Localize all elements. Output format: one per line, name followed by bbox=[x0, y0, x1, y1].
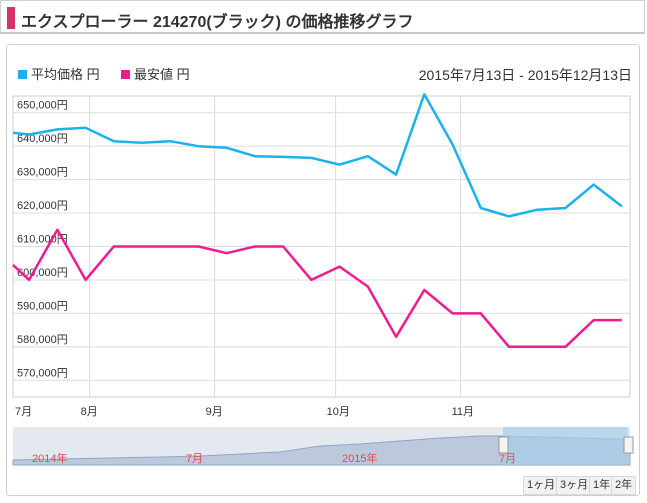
legend-min-swatch bbox=[121, 70, 130, 79]
zoom-2-year-button[interactable]: 2年 bbox=[611, 476, 637, 495]
y-tick-label: 610,000円 bbox=[17, 234, 68, 246]
zoom-1-month-button[interactable]: 1ヶ月 bbox=[523, 476, 560, 495]
y-tick-label: 590,000円 bbox=[17, 300, 68, 312]
date-range-label: 2015年7月13日 - 2015年12月13日 bbox=[419, 67, 632, 83]
lowest-price-line[interactable] bbox=[12, 228, 622, 349]
navigator-label-2014: 2014年 bbox=[32, 451, 67, 465]
x-tick-label: 11月 bbox=[452, 406, 474, 418]
legend-avg-swatch bbox=[18, 70, 27, 79]
navigator[interactable]: 2014年 7月 2015年 7月 bbox=[12, 427, 634, 466]
series-layer bbox=[12, 93, 623, 349]
page-title: エクスプローラー 214270(ブラック) の価格推移グラフ bbox=[21, 14, 414, 31]
x-tick-label: 7月 bbox=[15, 406, 32, 418]
navigator-label-jul-2014: 7月 bbox=[186, 453, 203, 465]
y-tick-label: 600,000円 bbox=[17, 267, 68, 279]
navigator-selected-range[interactable] bbox=[503, 427, 628, 465]
y-tick-label: 620,000円 bbox=[17, 200, 68, 212]
legend-min-label[interactable]: 最安値 円 bbox=[134, 67, 190, 82]
chart-container bbox=[6, 44, 640, 496]
y-tick-label: 650,000円 bbox=[17, 100, 68, 112]
navigator-label-jul-2015: 7月 bbox=[499, 453, 516, 465]
zoom-3-month-button[interactable]: 3ヶ月 bbox=[556, 476, 593, 495]
y-tick-label: 640,000円 bbox=[17, 133, 68, 145]
x-axis: 7月 8月 9月 10月 11月 bbox=[15, 406, 474, 418]
average-price-line[interactable] bbox=[12, 93, 623, 218]
navigator-right-handle[interactable] bbox=[623, 436, 634, 454]
y-tick-label: 630,000円 bbox=[17, 167, 68, 179]
x-tick-label: 9月 bbox=[206, 406, 223, 418]
title-bar: エクスプローラー 214270(ブラック) の価格推移グラフ bbox=[0, 0, 645, 34]
y-tick-label: 580,000円 bbox=[17, 334, 68, 346]
title-accent-bar bbox=[7, 7, 15, 29]
grid-layer bbox=[13, 96, 630, 397]
zoom-1-year-button[interactable]: 1年 bbox=[589, 476, 615, 495]
navigator-left-handle[interactable] bbox=[498, 436, 509, 454]
navigator-label-2015: 2015年 bbox=[342, 451, 377, 465]
y-tick-label: 570,000円 bbox=[17, 367, 68, 379]
x-tick-label: 10月 bbox=[327, 406, 350, 418]
x-tick-label: 8月 bbox=[81, 406, 98, 418]
y-axis: 570,000円 580,000円 590,000円 600,000円 610,000円… bbox=[17, 100, 68, 380]
legend[interactable]: 平均価格 円 最安値 円 bbox=[18, 67, 190, 82]
legend-avg-label[interactable]: 平均価格 円 bbox=[31, 67, 100, 82]
